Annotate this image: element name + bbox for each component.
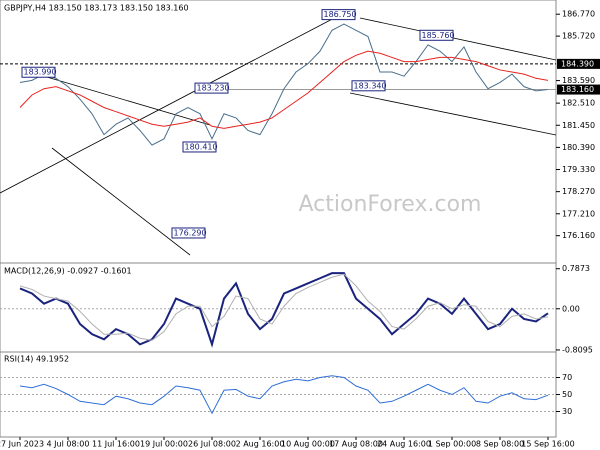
watermark: ActionForex.com	[299, 192, 482, 217]
x-tick-label: 2 Aug 16:00	[236, 440, 285, 449]
price-label: 183.990	[24, 68, 57, 77]
price-box	[182, 141, 217, 153]
level-label: 184.390	[561, 59, 594, 68]
price-box	[419, 29, 454, 41]
series-line	[19, 375, 549, 415]
x-tick-label: 15 Sep 16:00	[521, 440, 574, 449]
y-tick-label: 186.770	[562, 10, 595, 19]
y-tick-label: 0.00	[562, 304, 580, 313]
chart-title: MACD(12,26,9) -0.0927 -0.1601	[4, 267, 132, 276]
y-tick-label: 181.450	[562, 121, 595, 130]
y-tick-label: 50	[562, 390, 572, 399]
y-tick-label: 179.330	[562, 165, 595, 174]
y-tick-label: 185.720	[562, 32, 595, 41]
chart-title: RSI(14) 49.1952	[4, 355, 69, 364]
series-line	[19, 50, 549, 129]
price-label: 186.750	[324, 10, 357, 19]
y-tick-label: 178.270	[562, 187, 595, 196]
y-tick-label: 30	[562, 407, 572, 416]
y-tick-label: 182.510	[562, 99, 595, 108]
price-label: 183.230	[197, 84, 230, 93]
level-box	[557, 58, 600, 69]
y-tick-label: -0.8095	[562, 345, 593, 354]
price-box	[321, 9, 356, 21]
y-tick-label: 176.160	[562, 231, 595, 240]
x-tick-label: 11 Jul 16:00	[92, 440, 140, 449]
x-tick-label: 26 Jul 08:00	[188, 440, 236, 449]
price-label: 185.760	[422, 31, 455, 40]
trendlines	[0, 14, 557, 256]
price-label: 180.410	[185, 142, 218, 151]
y-tick-label: 177.210	[562, 209, 595, 218]
y-tick-label: 70	[562, 373, 572, 382]
level-box	[557, 84, 600, 95]
x-tick-label: 10 Aug 00:00	[281, 440, 335, 449]
x-tick-label: 24 Aug 16:00	[377, 440, 431, 449]
series-line	[19, 273, 549, 341]
level-label: 183.160	[561, 85, 594, 94]
x-tick-label: 1 Sep 00:00	[428, 440, 476, 449]
frame	[0, 0, 557, 438]
price-box	[21, 66, 56, 78]
price-box	[194, 82, 229, 94]
price-label: 183.340	[354, 81, 387, 90]
y-tick-label: 183.590	[562, 76, 595, 85]
series-line	[19, 272, 549, 348]
y-tick-label: 0.7873	[562, 264, 590, 273]
x-tick-label: 27 Jun 2023	[0, 440, 44, 449]
x-tick-label: 19 Jul 00:00	[140, 440, 188, 449]
x-tick-label: 4 Jul 08:00	[47, 440, 90, 449]
x-tick-label: 17 Aug 08:00	[329, 440, 383, 449]
y-tick-label: 180.390	[562, 143, 595, 152]
price-box	[171, 227, 206, 239]
price-label: 176.290	[174, 228, 207, 237]
price-box	[351, 80, 386, 92]
chart-title: GBPJPY,H4 183.150 183.173 183.150 183.16…	[4, 4, 189, 13]
series-line	[19, 23, 549, 146]
x-tick-label: 8 Sep 08:00	[476, 440, 524, 449]
